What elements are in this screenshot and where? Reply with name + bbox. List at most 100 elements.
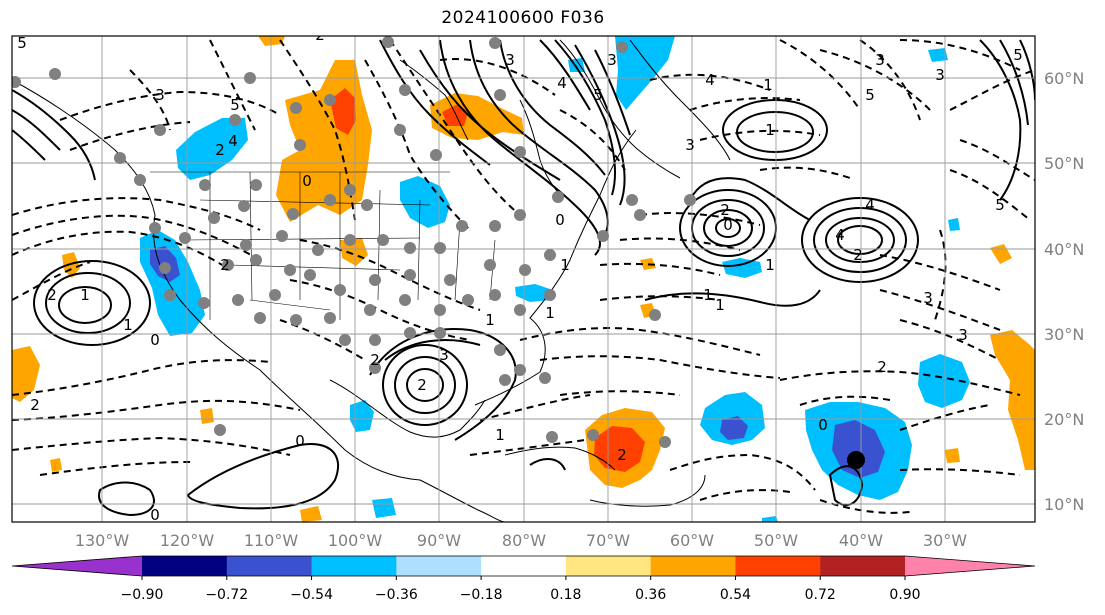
colorbar-tick-label: −0.36 — [375, 587, 418, 603]
colorbar: −0.90 −0.72 −0.54 −0.36 −0.18 0.18 0.36 0.54 0.7… — [11, 555, 1036, 603]
contour-label: 1 — [765, 121, 775, 139]
colorbar-segment — [226, 556, 313, 576]
shade-negative-small-3 — [762, 516, 778, 522]
lon-tick-labels: 130°W 120°W 110°W 100°W 90°W 80°W 70°W 60°W 50°W… — [75, 531, 967, 550]
contour-label: 5 — [230, 96, 240, 114]
colorbar-segment — [565, 556, 652, 576]
contour-label: 0 — [150, 506, 160, 524]
colorbar-tick-label: 0.36 — [635, 587, 666, 603]
shade-deep-east-atl — [832, 420, 885, 478]
contour-label: 1 — [560, 256, 570, 274]
shade-negative-small-2 — [372, 498, 396, 518]
shade-strong-hudson — [442, 104, 468, 126]
station-dots — [12, 36, 696, 448]
shade-negative-small-1 — [928, 48, 948, 62]
colorbar-segment — [481, 556, 567, 576]
shade-deep-mid-atl — [720, 416, 748, 440]
shade-strong-plains — [330, 88, 356, 135]
contour-label: 2 — [617, 446, 627, 464]
contour-label: 1 — [545, 304, 555, 322]
contour-label: 0 — [295, 432, 305, 450]
lon-tick-label: 110°W — [244, 531, 299, 550]
colorbar-segment — [820, 556, 906, 576]
contour-label: 0 — [150, 331, 160, 349]
shade-strong-caribbean — [594, 426, 645, 472]
colorbar-segment — [735, 556, 821, 576]
contour-label: 2 — [877, 358, 887, 376]
colorbar-tick-label: −0.90 — [121, 587, 164, 603]
shade-negative-bermuda — [722, 258, 762, 278]
shade-positive-small-5 — [200, 408, 214, 424]
contour-label: 5 — [865, 86, 875, 104]
contour-label: 2 — [370, 351, 380, 369]
contour-label: 3 — [923, 289, 933, 307]
contour-label: 1 — [495, 426, 505, 444]
lon-tick-label: 130°W — [75, 531, 130, 550]
lat-tick-label: 60°N — [1044, 69, 1084, 88]
lon-tick-label: 70°W — [586, 531, 630, 550]
contour-label: 2 — [720, 201, 730, 219]
contour-label: 4 — [228, 132, 238, 150]
contour-label: 2 — [215, 141, 225, 159]
contour-label: 0 — [818, 416, 828, 434]
solid-contour-layer — [12, 39, 1035, 517]
shade-positive-hudson — [430, 93, 524, 140]
shade-positive-atlantic-east — [990, 330, 1035, 470]
lon-tick-label: 60°W — [670, 531, 714, 550]
contour-label: 2 — [220, 256, 230, 274]
contour-label: 4 — [705, 71, 715, 89]
storm-marker — [847, 451, 865, 469]
contour-label: 0 — [723, 216, 733, 234]
colorbar-segment — [142, 556, 228, 576]
contour-label: 0 — [555, 211, 565, 229]
contour-label: 3 — [439, 346, 449, 364]
contour-label: 1 — [123, 316, 133, 334]
lon-tick-label: 40°W — [839, 531, 883, 550]
lat-tick-labels: 10°N 20°N 30°N 40°N 50°N 60°N — [1044, 69, 1084, 514]
shade-negative-great-lakes — [400, 176, 450, 228]
contour-label: 3 — [607, 51, 617, 69]
lon-tick-label: 120°W — [160, 531, 215, 550]
colorbar-tick-label: 0.90 — [889, 587, 920, 603]
contour-label: 5 — [995, 196, 1005, 214]
lat-tick-label: 50°N — [1044, 154, 1084, 173]
contour-label: 1 — [715, 296, 725, 314]
shade-negative-pacific-nw — [176, 118, 248, 180]
colorbar-tick-label: −0.72 — [205, 587, 248, 603]
colorbar-extend-high — [905, 556, 1035, 576]
shade-negative-gulf-carib — [350, 400, 374, 432]
contour-label: 1 — [485, 311, 495, 329]
grid-layer — [12, 36, 1035, 522]
border-layer — [150, 171, 496, 320]
lat-tick-label: 40°N — [1044, 240, 1084, 259]
colorbar-segment — [650, 556, 736, 576]
shade-positive-small-6 — [300, 506, 322, 522]
contour-label: 3 — [155, 86, 165, 104]
lon-tick-label: 80°W — [502, 531, 546, 550]
contour-label: 0 — [302, 172, 312, 190]
colorbar-tick-label: 0.54 — [720, 587, 751, 603]
colorbar-extend-low — [12, 556, 142, 576]
contour-label: 2 — [853, 246, 863, 264]
lon-tick-label: 30°W — [923, 531, 967, 550]
contour-label: 3 — [505, 51, 515, 69]
shade-positive-small-7 — [945, 448, 960, 463]
shade-negative-greenland — [615, 36, 675, 110]
contour-label: 3 — [685, 136, 695, 154]
contour-label: 5 — [1013, 46, 1023, 64]
colorbar-segment — [311, 556, 397, 576]
contour-label: 1 — [80, 286, 90, 304]
colorbar-tick-label: 0.18 — [550, 587, 581, 603]
shade-negative-azores — [918, 354, 970, 408]
lat-tick-label: 20°N — [1044, 410, 1084, 429]
chart-title: 2024100600 F036 — [441, 8, 605, 28]
contour-label: 2 — [417, 376, 427, 394]
lon-tick-label: 100°W — [328, 531, 383, 550]
lon-tick-label: 90°W — [417, 531, 461, 550]
lat-tick-label: 10°N — [1044, 495, 1084, 514]
colorbar-tick-label: −0.54 — [290, 587, 333, 603]
contour-label: 2 — [315, 26, 325, 44]
contour-label: 1 — [763, 76, 773, 94]
